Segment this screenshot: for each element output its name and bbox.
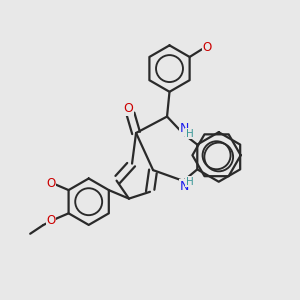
Text: O: O	[202, 41, 212, 54]
Text: N: N	[180, 180, 189, 193]
Text: N: N	[180, 122, 189, 135]
Text: H: H	[186, 177, 194, 187]
Text: O: O	[123, 102, 133, 115]
Text: H: H	[186, 129, 194, 139]
Text: O: O	[46, 177, 56, 190]
Text: O: O	[46, 214, 56, 226]
